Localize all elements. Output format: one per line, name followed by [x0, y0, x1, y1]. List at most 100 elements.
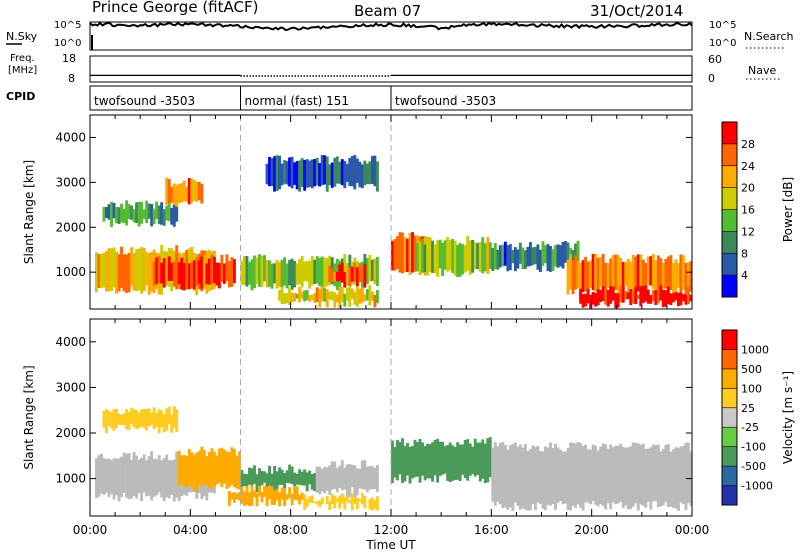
velocity-cell [375, 464, 379, 492]
velocity-cell [155, 412, 159, 427]
nsky-tick-top: 10^5 [54, 20, 82, 31]
power-panel: 4000 3000 2000 1000 Slant Range [km] [22, 114, 693, 310]
velocity-cell [629, 446, 633, 510]
power-cell [353, 155, 357, 190]
power-cell [278, 155, 282, 190]
power-cell [95, 252, 98, 293]
power-cell [456, 244, 460, 278]
power-cell [681, 294, 685, 302]
power-cell [609, 258, 613, 295]
power-cell [310, 294, 314, 301]
velocity-cell [245, 486, 249, 505]
beam-label: Beam 07 [354, 2, 422, 20]
power-cell [343, 253, 347, 281]
velocity-cell [273, 465, 277, 491]
power-cell [601, 253, 605, 294]
colorbar-tick-label: -100 [741, 441, 766, 454]
power-cell [137, 248, 141, 291]
velocity-cell [147, 408, 151, 427]
velocity-cell [298, 494, 302, 505]
power-cell [689, 294, 693, 302]
velocity-cell [273, 490, 277, 505]
power-cell [611, 286, 615, 301]
power-cell [426, 236, 430, 276]
power-cell [521, 247, 525, 270]
colorbar-swatch [722, 122, 737, 145]
power-cell [328, 265, 332, 283]
power-cell [290, 292, 294, 303]
power-cell [641, 285, 645, 304]
power-cell [418, 241, 422, 274]
velocity-cell [290, 493, 294, 506]
nave-tick-bottom: 0 [708, 72, 715, 85]
power-cell [674, 291, 678, 301]
power-cell [180, 257, 184, 290]
velocity-cell [636, 443, 640, 511]
power-cell [318, 257, 322, 287]
freq-bar-segment-3 [391, 74, 692, 76]
power-cell [443, 240, 447, 270]
power-cell [626, 292, 630, 300]
colorbar-swatch [722, 231, 737, 254]
power-cell [120, 203, 124, 223]
power-cell [137, 201, 141, 227]
velocity-cell [599, 446, 603, 505]
power-cell [438, 239, 442, 269]
velocity-cell [478, 442, 482, 482]
velocity-cell [235, 493, 239, 500]
velocity-cell [210, 448, 214, 489]
velocity-cell [333, 461, 337, 489]
power-cell [305, 261, 309, 282]
power-cell [122, 208, 126, 224]
power-cell [561, 242, 565, 269]
power-cell [355, 286, 359, 307]
power-cell [197, 182, 201, 201]
velocity-cell [398, 441, 402, 475]
power-cell [599, 289, 603, 303]
power-cell [576, 261, 580, 289]
power-cell [182, 180, 186, 202]
velocity-cell [102, 410, 106, 428]
range-tick-label: 3000 [55, 175, 86, 189]
power-cell [589, 294, 593, 309]
power-cell [295, 263, 299, 285]
power-cell [363, 160, 367, 186]
power-cell [333, 271, 337, 282]
velocity-cell [375, 496, 379, 511]
power-cell [328, 164, 332, 186]
velocity-cell [142, 408, 146, 429]
power-cell [222, 263, 226, 284]
velocity-cell [150, 451, 154, 501]
velocity-cell [167, 460, 171, 499]
power-cell [283, 257, 287, 286]
power-cell [315, 287, 319, 302]
power-cell [273, 263, 277, 284]
velocity-cell [468, 443, 472, 476]
power-cell [175, 205, 179, 222]
power-cell [498, 245, 502, 268]
velocity-cell [147, 456, 151, 496]
velocity-cell [135, 410, 139, 430]
power-cell [97, 253, 101, 289]
velocity-cell [100, 453, 103, 494]
power-cell [195, 181, 199, 202]
power-cell [298, 287, 302, 303]
velocity-cell [436, 438, 440, 483]
velocity-cell [508, 445, 512, 508]
power-cell [333, 292, 337, 308]
power-cell [120, 246, 124, 288]
power-cell [105, 207, 108, 218]
velocity-cell [115, 458, 118, 496]
velocity-cell [260, 491, 264, 503]
velocity-cell [363, 495, 367, 509]
velocity-cell [245, 474, 249, 490]
power-cell [453, 240, 457, 276]
power-cell [140, 201, 144, 224]
power-cell [335, 271, 339, 282]
power-cell [298, 259, 302, 285]
power-cell [358, 288, 362, 304]
power-cell [458, 242, 462, 277]
colorbar-frame [721, 329, 738, 506]
power-cell [232, 259, 236, 284]
power-cell [303, 159, 307, 191]
